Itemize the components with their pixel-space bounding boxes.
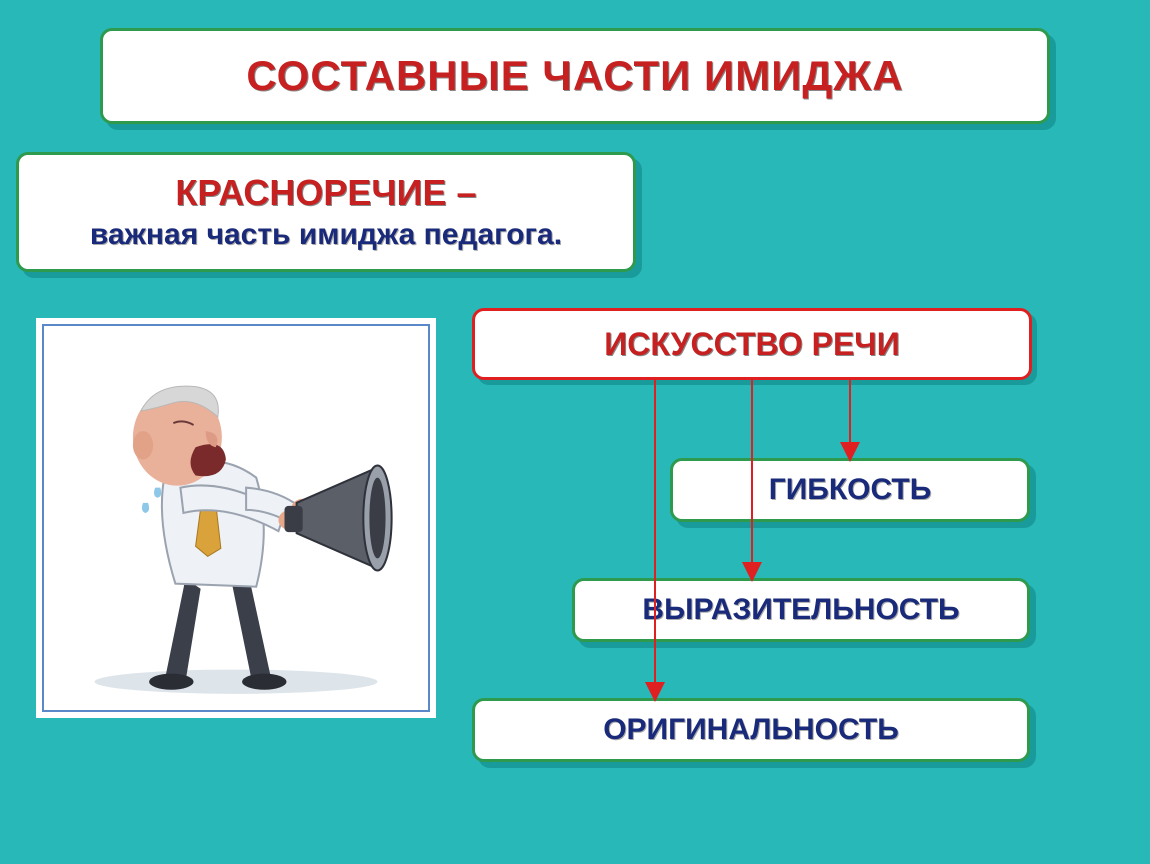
subtitle-rest: часть имиджа педагога.	[198, 218, 562, 251]
tree-child-2-label: ВЫРАЗИТЕЛЬНОСТЬ	[642, 593, 959, 627]
tree-child-3-label: ОРИГИНАЛЬНОСТЬ	[603, 713, 899, 747]
tree-child-2: ВЫРАЗИТЕЛЬНОСТЬ	[572, 578, 1030, 642]
subtitle-prefix: важная	[90, 218, 198, 251]
title-text: СОСТАВНЫЕ ЧАСТИ ИМИДЖА	[246, 52, 903, 100]
tree-root-label: ИСКУССТВО РЕЧИ	[604, 326, 900, 363]
subtitle-line2: важная часть имиджа педагога.	[90, 218, 562, 252]
title-box: СОСТАВНЫЕ ЧАСТИ ИМИДЖА	[100, 28, 1050, 124]
tree-child-1: ГИБКОСТЬ	[670, 458, 1030, 522]
subtitle-line1: КРАСНОРЕЧИЕ –	[175, 172, 476, 214]
tree-child-1-label: ГИБКОСТЬ	[769, 473, 932, 507]
megaphone-man-icon	[44, 326, 428, 710]
tree-child-3: ОРИГИНАЛЬНОСТЬ	[472, 698, 1030, 762]
illustration-frame	[36, 318, 436, 718]
subtitle-box: КРАСНОРЕЧИЕ – важная часть имиджа педаго…	[16, 152, 636, 272]
illustration-inner	[42, 324, 430, 712]
tree-root-box: ИСКУССТВО РЕЧИ	[472, 308, 1032, 380]
